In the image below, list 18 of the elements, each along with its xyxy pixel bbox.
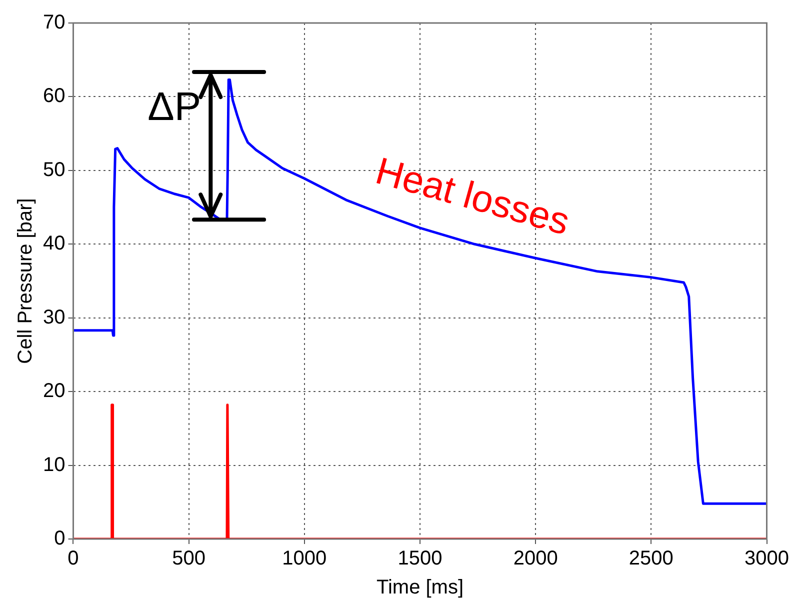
y-tick-label: 40 <box>42 232 66 255</box>
y-tick-label: 50 <box>42 158 66 181</box>
x-tick-label: 1000 <box>282 548 327 570</box>
y-tick-label: 60 <box>42 85 66 108</box>
y-tick-label: 70 <box>42 12 66 34</box>
y-tick-label: 20 <box>42 380 66 402</box>
y-tick-label: 30 <box>42 306 66 328</box>
x-tick-label: 2500 <box>628 548 674 570</box>
x-tick-label: 1500 <box>398 548 442 570</box>
x-tick-label: 2000 <box>513 548 558 570</box>
y-axis-title: Cell Pressure [bar] <box>14 198 37 364</box>
x-axis-title: Time [ms] <box>376 576 464 599</box>
annotation: ΔP <box>148 85 202 130</box>
y-tick-label: 10 <box>42 454 66 476</box>
x-tick-label: 500 <box>172 548 206 570</box>
y-tick-label: 0 <box>54 528 66 550</box>
x-tick-label: 3000 <box>744 548 790 570</box>
annotation: Heat losses <box>371 150 574 244</box>
